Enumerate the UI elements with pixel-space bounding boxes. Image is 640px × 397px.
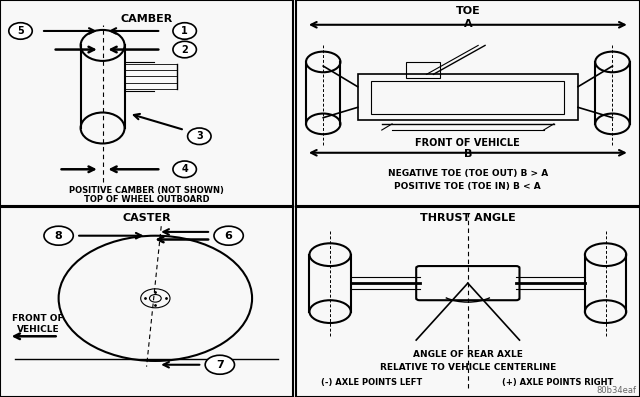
Text: VEHICLE: VEHICLE [17, 325, 60, 334]
Text: 6: 6 [225, 231, 232, 241]
Text: FRONT OF: FRONT OF [12, 314, 64, 322]
Bar [371, 81, 564, 114]
Circle shape [214, 226, 243, 245]
Text: ANGLE OF REAR AXLE: ANGLE OF REAR AXLE [413, 350, 523, 358]
Text: B: B [463, 148, 472, 159]
Text: CASTER: CASTER [122, 213, 171, 223]
Circle shape [9, 23, 32, 39]
Circle shape [173, 23, 196, 39]
Bar [595, 62, 630, 124]
Text: RELATIVE TO VEHICLE CENTERLINE: RELATIVE TO VEHICLE CENTERLINE [380, 363, 556, 372]
Text: 3: 3 [196, 131, 203, 141]
Text: A: A [463, 19, 472, 29]
Bar [306, 62, 340, 124]
Text: 1: 1 [181, 26, 188, 36]
Text: POSITIVE CAMBER (NOT SHOWN): POSITIVE CAMBER (NOT SHOWN) [69, 186, 224, 195]
Text: 2: 2 [181, 44, 188, 54]
Text: THRUST ANGLE: THRUST ANGLE [420, 213, 516, 223]
Text: FRONT OF VEHICLE: FRONT OF VEHICLE [415, 138, 520, 148]
Bar [310, 255, 351, 312]
Circle shape [44, 226, 73, 245]
Text: TOP OF WHEEL OUTBOARD: TOP OF WHEEL OUTBOARD [84, 195, 209, 204]
Text: CAMBER: CAMBER [120, 14, 173, 25]
Circle shape [173, 161, 196, 177]
Bar [585, 255, 626, 312]
Text: POSITIVE TOE (TOE IN) B < A: POSITIVE TOE (TOE IN) B < A [394, 182, 541, 191]
Text: 4: 4 [181, 164, 188, 174]
Bar [358, 74, 578, 120]
Circle shape [173, 41, 196, 58]
Text: (-) AXLE POINTS LEFT: (-) AXLE POINTS LEFT [321, 378, 422, 387]
Text: 80b34eaf: 80b34eaf [596, 386, 637, 395]
Bar [406, 62, 440, 79]
Bar [81, 45, 125, 128]
Text: 5: 5 [17, 26, 24, 36]
Circle shape [188, 128, 211, 145]
Text: 7: 7 [216, 360, 224, 370]
Text: NEGATIVE TOE (TOE OUT) B > A: NEGATIVE TOE (TOE OUT) B > A [388, 169, 548, 178]
Text: 8: 8 [55, 231, 63, 241]
Text: (+) AXLE POINTS RIGHT: (+) AXLE POINTS RIGHT [502, 378, 613, 387]
Text: TOE: TOE [456, 6, 480, 16]
Circle shape [205, 355, 234, 374]
